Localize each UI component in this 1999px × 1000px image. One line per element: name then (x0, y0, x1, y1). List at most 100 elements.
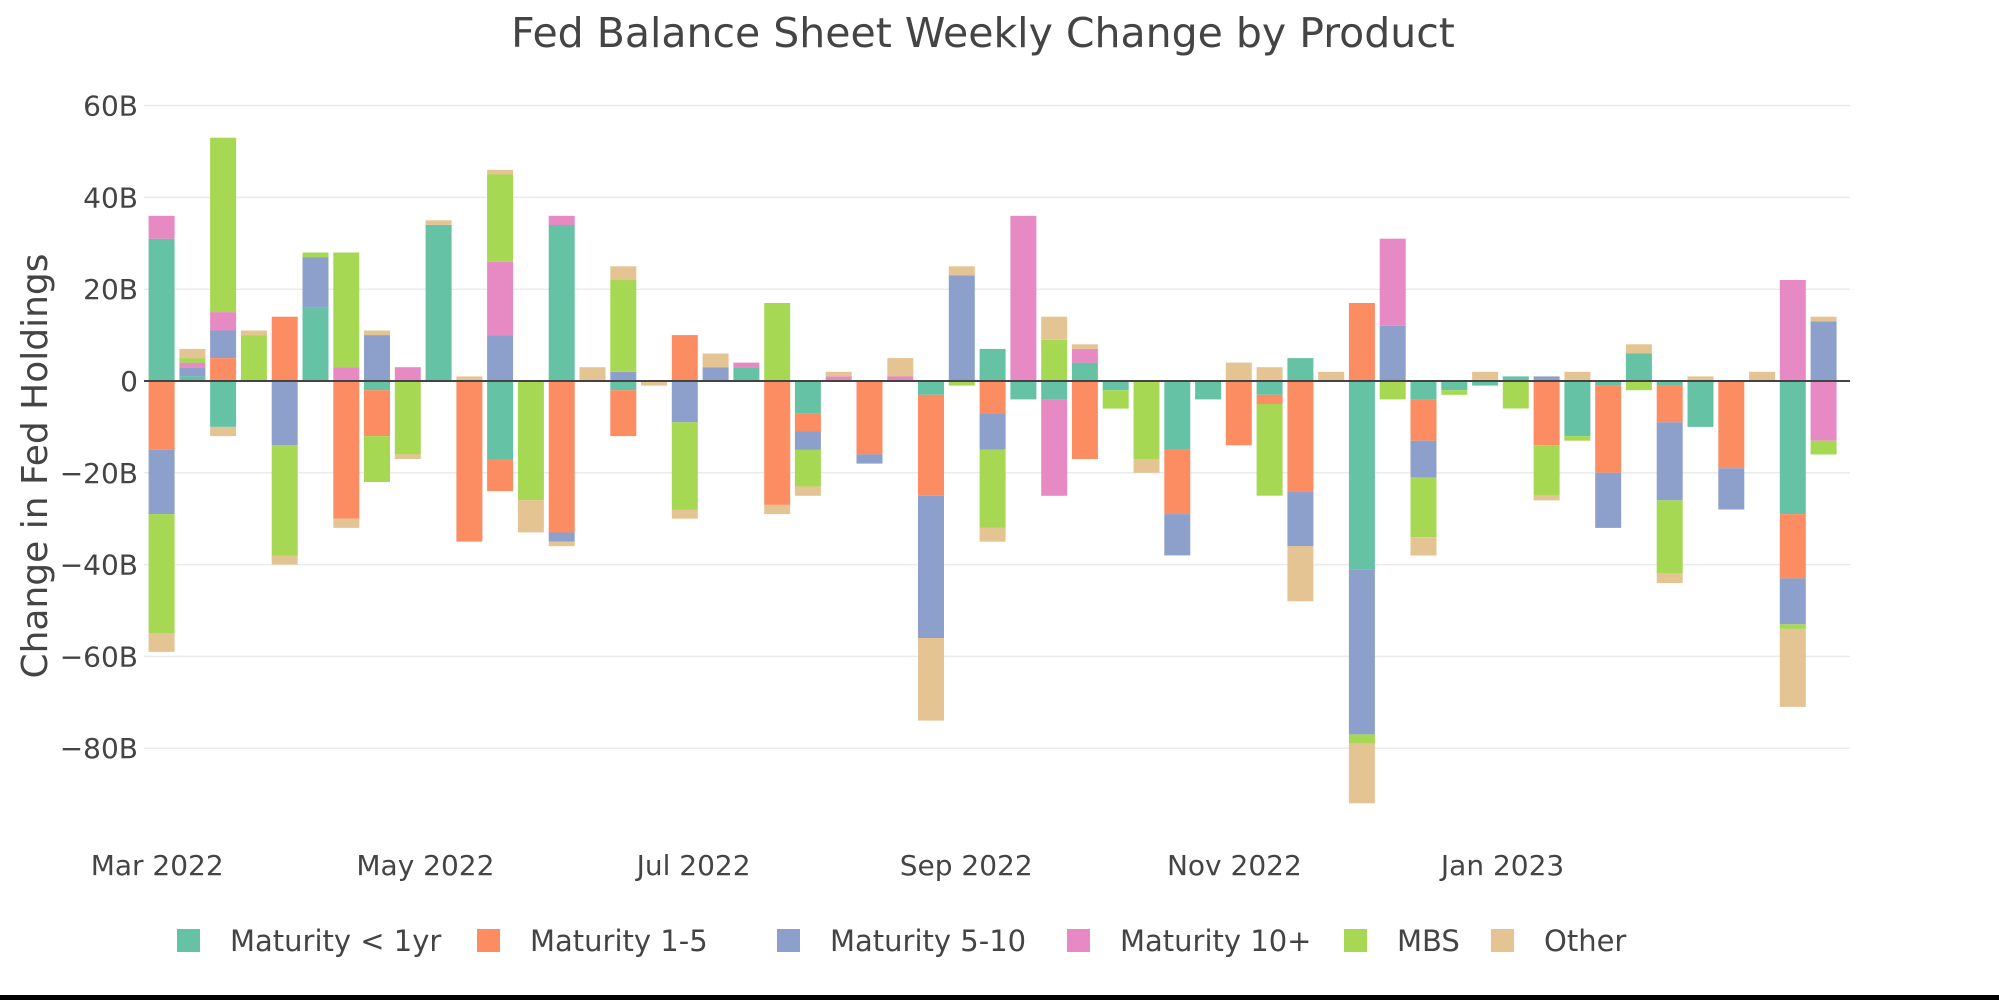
y-tick-label: −40B (60, 549, 138, 582)
bar-segment (1164, 449, 1191, 515)
bar-segment (1656, 500, 1683, 574)
legend-label: Maturity 1-5 (530, 924, 708, 958)
bar-segment (579, 367, 606, 381)
legend-item[interactable]: Maturity < 1yr (177, 924, 441, 958)
bar-segment (1564, 381, 1591, 437)
bar-segment (918, 495, 944, 639)
y-tick-label: 20B (83, 273, 138, 306)
bar-segment (1718, 468, 1745, 510)
bar-segment (548, 532, 575, 542)
bar-segment (856, 381, 883, 455)
bar-segment (364, 330, 390, 336)
legend-item[interactable]: MBS (1344, 924, 1460, 958)
bar-segment (887, 376, 914, 381)
bar-segment (1533, 445, 1560, 496)
bar-segment (487, 261, 514, 336)
bar-segment (610, 381, 637, 391)
bar-segment (1348, 569, 1375, 735)
bar-segment (1318, 371, 1345, 381)
bar-segment (671, 422, 698, 510)
legend-item[interactable]: Other (1491, 924, 1626, 958)
bar-segment (1164, 381, 1191, 450)
bar-segment (179, 367, 206, 377)
bar-segment (548, 541, 575, 547)
bar-segment (487, 459, 514, 492)
bar-segment (671, 335, 698, 381)
bar-segment (1502, 381, 1529, 409)
legend-item[interactable]: Maturity 10+ (1067, 924, 1311, 958)
bar-segment (1625, 353, 1652, 381)
legend-label: Maturity < 1yr (230, 924, 441, 958)
bar-segment (1410, 440, 1437, 478)
y-tick-label: −80B (60, 732, 138, 765)
bar-segment (1379, 238, 1406, 326)
bar-segment (1595, 385, 1622, 473)
legend-label: Other (1544, 924, 1626, 958)
x-tick-label: May 2022 (356, 849, 494, 882)
bar-segment (1379, 325, 1406, 381)
bar-segment (1595, 381, 1622, 386)
y-tick-label: −20B (60, 457, 138, 490)
bar-segment (1287, 381, 1314, 492)
bar-segment (271, 555, 298, 565)
bar-segment (148, 633, 175, 652)
bar-segment (671, 509, 698, 519)
bar-segment (425, 220, 452, 225)
bar-segment (764, 303, 791, 381)
bar-segment (1348, 303, 1375, 381)
bar-segment (148, 215, 175, 239)
bar-segment (394, 381, 421, 455)
y-tick-label: 40B (83, 181, 138, 214)
bar-segment (179, 348, 206, 359)
bar-segment (487, 381, 514, 459)
x-tick-label: Mar 2022 (91, 849, 224, 882)
legend-item[interactable]: Maturity 5-10 (777, 924, 1026, 958)
bar-segment (487, 335, 514, 381)
bar-segment (364, 390, 390, 437)
bar-segment (394, 454, 421, 459)
bar-segment (764, 381, 791, 505)
bar-segment (794, 413, 821, 432)
bar-segment (1379, 381, 1406, 400)
bar-segment (271, 316, 298, 381)
bar-segment (548, 224, 575, 381)
bar-segment (1472, 371, 1499, 381)
bar-segment (1256, 367, 1283, 381)
bar-segment (394, 367, 421, 381)
bar-segment (1810, 321, 1837, 381)
bar-segment (1533, 376, 1560, 381)
bar-segment (1410, 477, 1437, 538)
bars (148, 137, 1837, 804)
bar-segment (1779, 624, 1806, 629)
bar-segment (1656, 422, 1683, 501)
bar-segment (825, 376, 852, 381)
bar-segment (1041, 316, 1068, 340)
bar-segment (1225, 362, 1252, 381)
bar-segment (948, 266, 975, 276)
legend-item[interactable]: Maturity 1-5 (477, 924, 708, 958)
bar-segment (1348, 381, 1375, 570)
bar-segment (1779, 514, 1806, 579)
bar-segment (1533, 381, 1560, 446)
legend[interactable]: Maturity < 1yr Maturity 1-5 Maturity 5-10 M… (177, 924, 1626, 958)
x-tick-label: Jul 2022 (635, 849, 751, 882)
bar-segment (179, 376, 206, 381)
bar-segment (1287, 546, 1314, 602)
bar-segment (1779, 280, 1806, 381)
bar-segment (148, 449, 175, 515)
chart-title: Fed Balance Sheet Weekly Change by Produ… (511, 9, 1455, 57)
bar-segment (210, 358, 237, 381)
bar-segment (1102, 390, 1129, 409)
x-tick-label: Jan 2023 (1439, 849, 1564, 882)
bar-segment (948, 381, 975, 386)
bar-segment (948, 275, 975, 381)
bar-segment (1718, 381, 1745, 469)
bar-segment (825, 371, 852, 377)
bar-segment (1348, 734, 1375, 744)
legend-swatch (777, 929, 800, 952)
bar-segment (210, 330, 237, 358)
bar-segment (148, 514, 175, 634)
bar-segment (487, 174, 514, 262)
bar-segment (364, 381, 390, 391)
